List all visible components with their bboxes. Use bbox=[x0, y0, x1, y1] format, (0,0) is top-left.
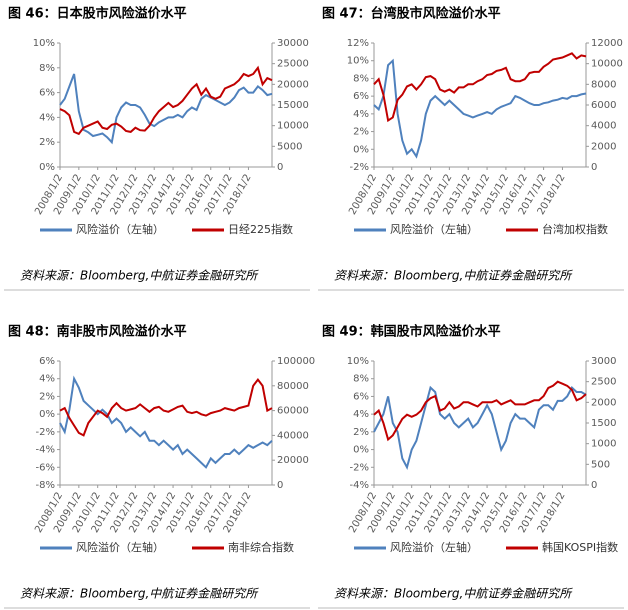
chart-title: 图 46：日本股市风险溢价水平 bbox=[8, 6, 187, 22]
chart: 图 47：台湾股市风险溢价水平 -2% 0% 2% 4% 6% 8% 10% 12% 0 2000 4… bbox=[318, 6, 624, 291]
chart-title: 图 47：台湾股市风险溢价水平 bbox=[322, 6, 501, 22]
y-tick-label: 4% bbox=[39, 112, 55, 123]
y-tick-label: 2% bbox=[39, 391, 55, 402]
y-tick-label: 6% bbox=[353, 91, 369, 102]
y-tick-label: -6% bbox=[36, 462, 55, 473]
y-tick-label: 10% bbox=[347, 356, 369, 367]
y-tick-label: -2% bbox=[350, 162, 369, 173]
y-tick-label: 0% bbox=[353, 144, 369, 155]
legend-label: 台湾加权指数 bbox=[542, 222, 608, 236]
y2-tick-label: 100000 bbox=[277, 356, 315, 367]
y2-tick-label: 0 bbox=[277, 480, 283, 491]
y-tick-label: -4% bbox=[350, 480, 369, 491]
y2-tick-label: 80000 bbox=[277, 381, 309, 392]
y2-tick-label: 5000 bbox=[277, 141, 302, 152]
chart: 图 46：日本股市风险溢价水平 0% 2% 4% 6% 8% 10% 0 5000 10000 15… bbox=[4, 6, 310, 291]
y-tick-label: 0% bbox=[353, 445, 369, 456]
y2-tick-label: 60000 bbox=[277, 406, 309, 417]
y-tick-label: -4% bbox=[36, 445, 55, 456]
y2-tick-label: 12000 bbox=[591, 38, 623, 49]
chart: 图 48：南非股市风险溢价水平 -8% -6% -4% -2% 0% 2% 4% 6% 0 2000… bbox=[4, 324, 315, 609]
series-line bbox=[373, 52, 587, 123]
y-tick-label: 10% bbox=[33, 38, 55, 49]
chart-title: 图 49：韩国股市风险溢价水平 bbox=[322, 324, 501, 340]
series-line bbox=[59, 377, 273, 437]
y-tick-label: 6% bbox=[353, 391, 369, 402]
y-tick-label: -8% bbox=[36, 480, 55, 491]
y-tick-label: 8% bbox=[39, 63, 55, 74]
series-line bbox=[59, 73, 273, 145]
series-line bbox=[373, 385, 587, 471]
legend-label: 风险溢价（左轴） bbox=[390, 540, 478, 554]
y-tick-label: -2% bbox=[36, 427, 55, 438]
y-tick-label: 0% bbox=[39, 162, 55, 173]
y2-tick-label: 10000 bbox=[591, 59, 623, 70]
y-tick-label: 4% bbox=[39, 374, 55, 385]
y2-tick-label: 0 bbox=[591, 480, 597, 491]
y2-tick-label: 30000 bbox=[277, 38, 309, 49]
legend-label: 韩国KOSPI指数 bbox=[542, 540, 618, 554]
y2-tick-label: 3000 bbox=[591, 356, 616, 367]
y2-tick-label: 2500 bbox=[591, 377, 616, 388]
series-line bbox=[373, 58, 587, 159]
y2-tick-label: 6000 bbox=[591, 100, 616, 111]
series-line bbox=[59, 375, 273, 469]
source-note: 资料来源：Bloomberg,中航证券金融研究所 bbox=[334, 269, 573, 283]
y2-tick-label: 20000 bbox=[277, 455, 309, 466]
y2-tick-label: 40000 bbox=[277, 430, 309, 441]
y2-tick-label: 1500 bbox=[591, 418, 616, 429]
y2-tick-label: 0 bbox=[591, 162, 597, 173]
y-tick-label: 10% bbox=[347, 56, 369, 67]
y2-tick-label: 10000 bbox=[277, 121, 309, 132]
y2-tick-label: 500 bbox=[591, 459, 610, 470]
legend-label: 风险溢价（左轴） bbox=[390, 222, 478, 236]
y2-tick-label: 2000 bbox=[591, 397, 616, 408]
source-note: 资料来源：Bloomberg,中航证券金融研究所 bbox=[20, 269, 259, 283]
legend-label: 日经225指数 bbox=[228, 222, 293, 236]
y2-tick-label: 0 bbox=[277, 162, 283, 173]
y-tick-label: 0% bbox=[39, 409, 55, 420]
legend-label: 风险溢价（左轴） bbox=[76, 222, 164, 236]
y-tick-label: 2% bbox=[353, 127, 369, 138]
y-tick-label: 4% bbox=[353, 109, 369, 120]
y-tick-label: 8% bbox=[353, 73, 369, 84]
chart: 图 49：韩国股市风险溢价水平 -4% -2% 0% 2% 4% 6% 8% 10% 0 500 10… bbox=[318, 324, 624, 609]
y2-tick-label: 15000 bbox=[277, 100, 309, 111]
y2-tick-label: 4000 bbox=[591, 121, 616, 132]
y2-tick-label: 20000 bbox=[277, 79, 309, 90]
source-note: 资料来源：Bloomberg,中航证券金融研究所 bbox=[334, 587, 573, 601]
legend-label: 风险溢价（左轴） bbox=[76, 540, 164, 554]
source-note: 资料来源：Bloomberg,中航证券金融研究所 bbox=[20, 587, 259, 601]
series-line bbox=[59, 65, 273, 136]
y-tick-label: -2% bbox=[350, 462, 369, 473]
y2-tick-label: 2000 bbox=[591, 141, 616, 152]
legend-label: 南非综合指数 bbox=[228, 540, 294, 554]
chart-title: 图 48：南非股市风险溢价水平 bbox=[8, 324, 187, 340]
y-tick-label: 8% bbox=[353, 374, 369, 385]
y-tick-label: 6% bbox=[39, 88, 55, 99]
y-tick-label: 4% bbox=[353, 409, 369, 420]
y2-tick-label: 8000 bbox=[591, 79, 616, 90]
series-line bbox=[373, 380, 587, 442]
y-tick-label: 6% bbox=[39, 356, 55, 367]
y-tick-label: 12% bbox=[347, 38, 369, 49]
y-tick-label: 2% bbox=[39, 137, 55, 148]
y-tick-label: 2% bbox=[353, 427, 369, 438]
y2-tick-label: 25000 bbox=[277, 59, 309, 70]
y2-tick-label: 1000 bbox=[591, 439, 616, 450]
